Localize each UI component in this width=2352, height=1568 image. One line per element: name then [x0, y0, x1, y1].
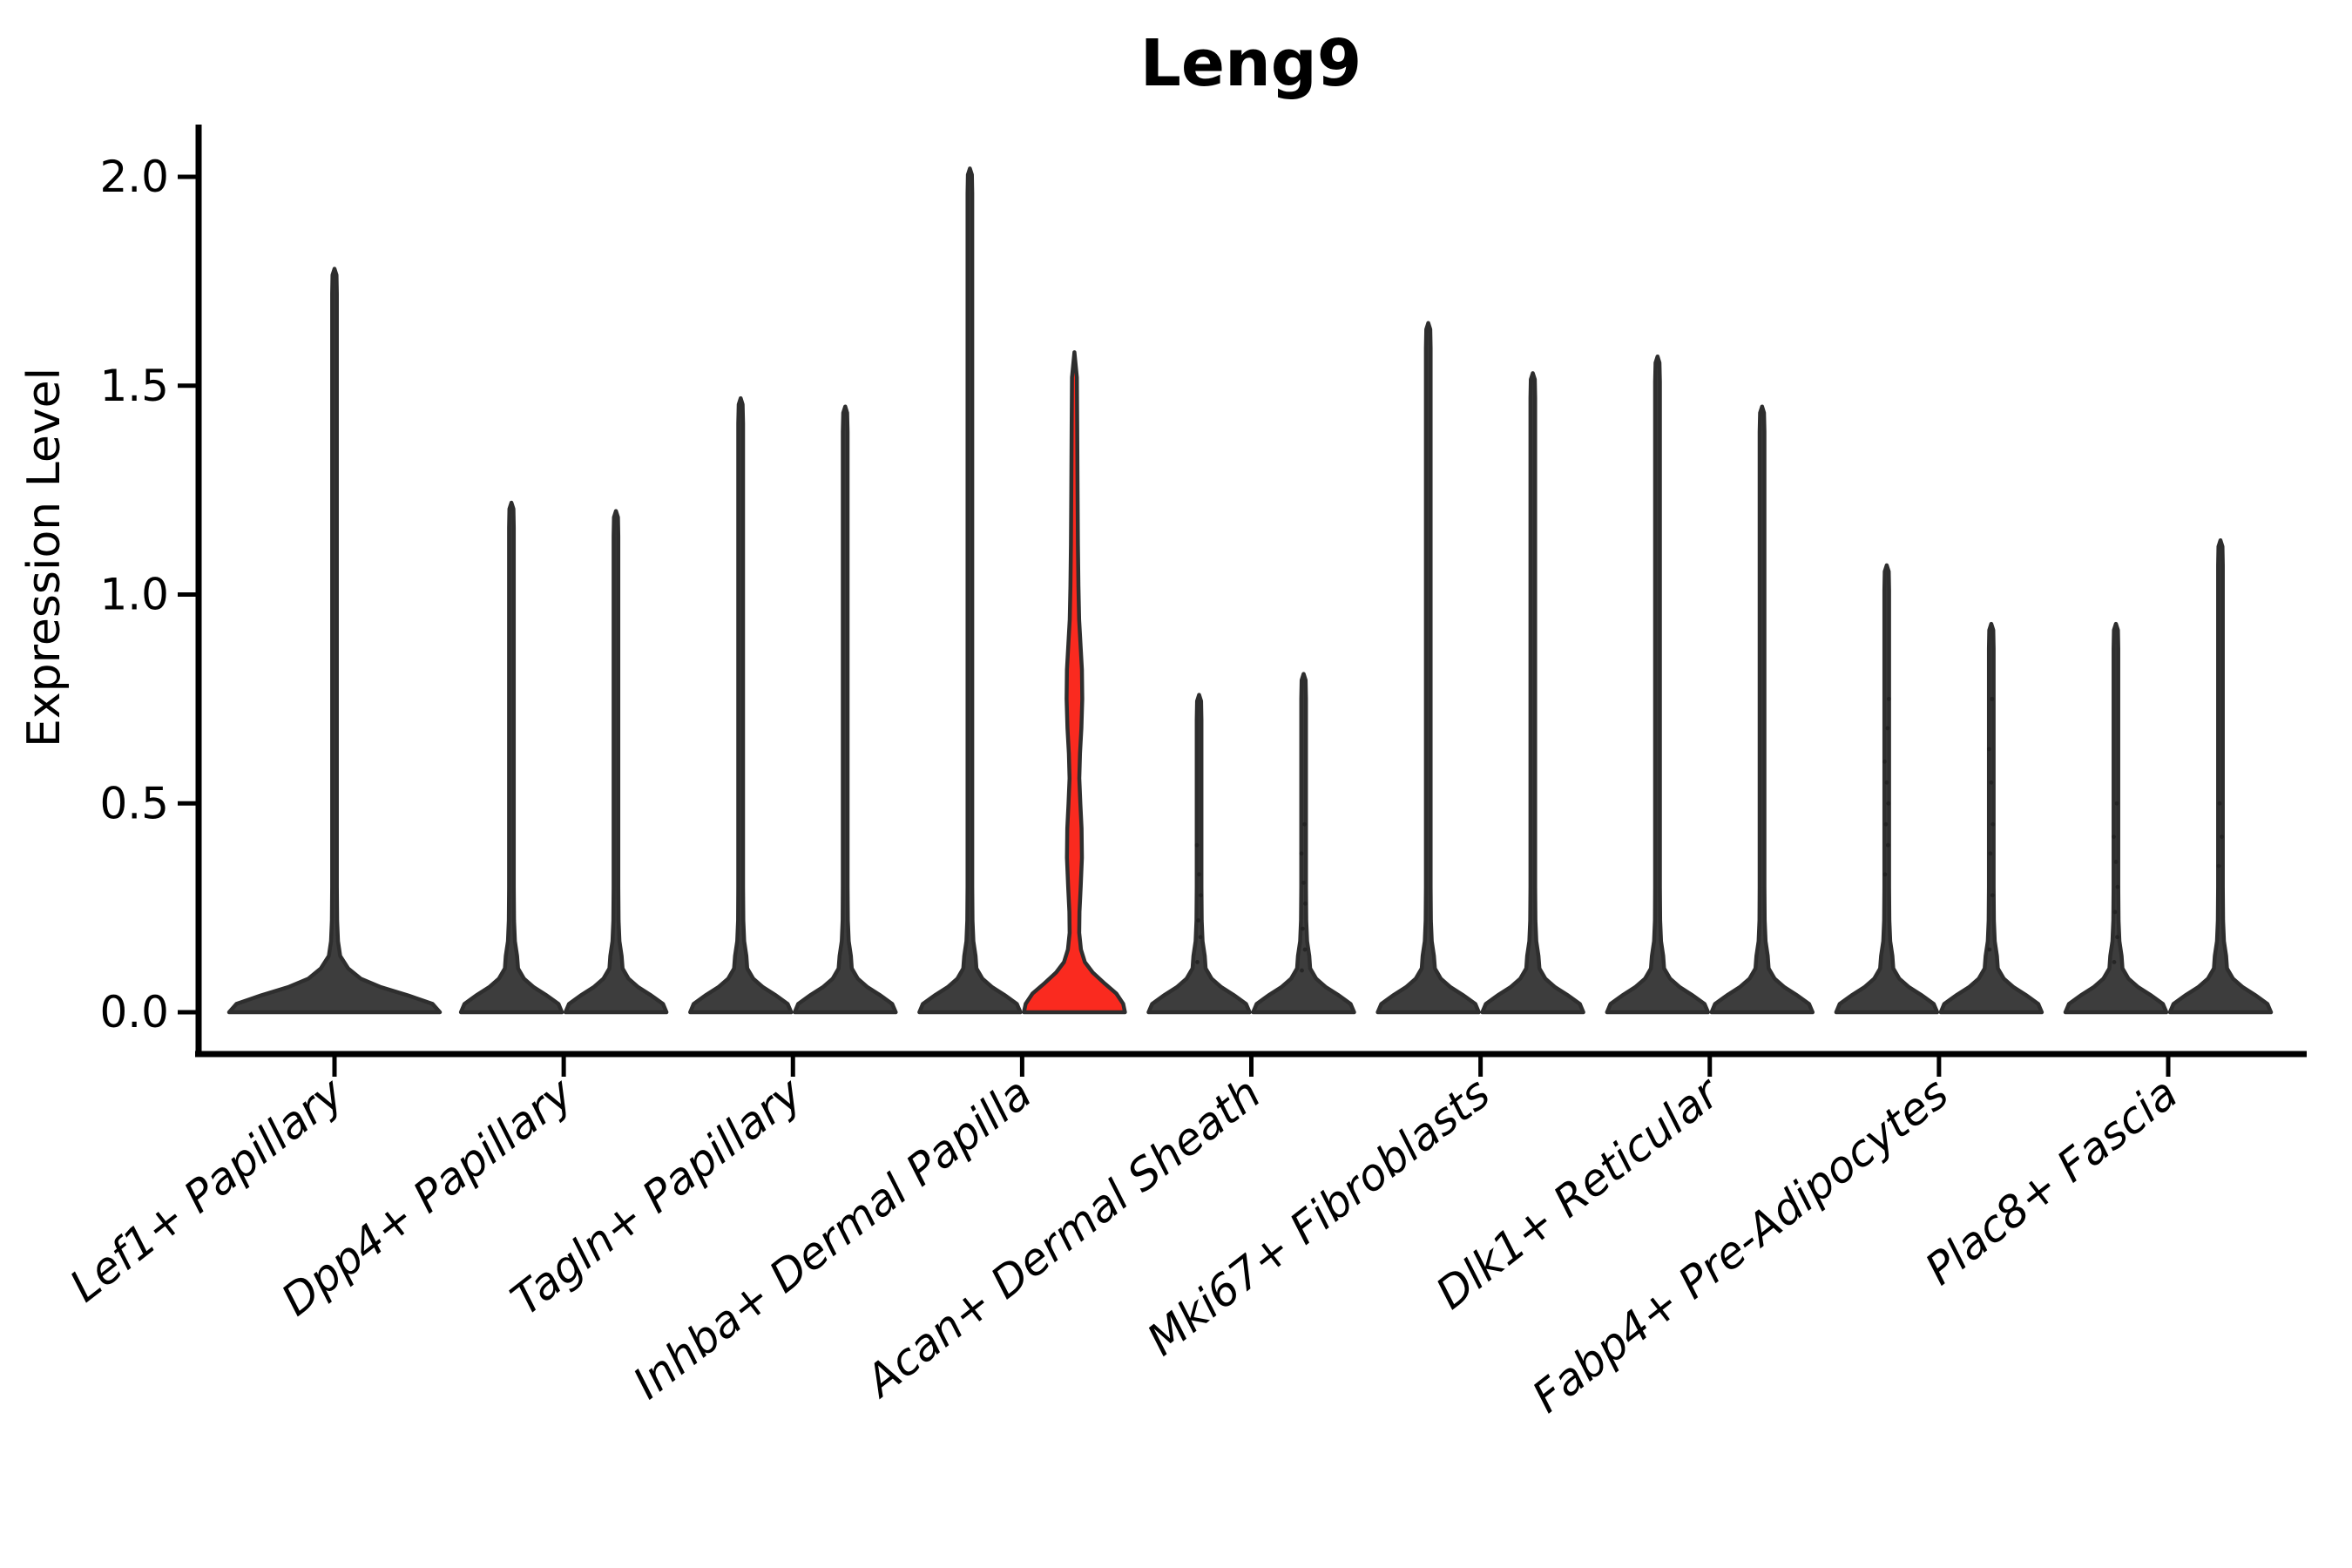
jitter-dot: [1302, 947, 1308, 952]
y-tick-label: 2.0: [99, 152, 169, 202]
jitter-dot: [1884, 780, 1889, 785]
violin: [793, 404, 898, 1015]
violin: [1938, 621, 2044, 1015]
jitter-dot: [1195, 960, 1200, 964]
violin: [917, 166, 1023, 1015]
x-tick-label: Fabp4+ Pre-Adipocytes: [1523, 1068, 1957, 1423]
jitter-dot: [1886, 696, 1891, 701]
jitter-dot: [2113, 859, 2119, 864]
jitter-dot: [1302, 821, 1307, 827]
violin: [2167, 537, 2274, 1015]
violin: [1480, 371, 1585, 1015]
jitter-dot: [1882, 759, 1887, 764]
jitter-dot: [2114, 801, 2119, 806]
jitter-dot: [1198, 935, 1203, 940]
y-tick-label: 0.5: [99, 778, 169, 828]
jitter-dot: [2220, 835, 2224, 840]
jitter-dot: [1990, 893, 1995, 898]
jitter-dot: [2115, 935, 2119, 940]
violin: [226, 267, 443, 1015]
jitter-dot: [1299, 851, 1304, 856]
jitter-dot: [1197, 872, 1201, 877]
jitter-dot: [1883, 821, 1889, 827]
y-axis-label: Expression Level: [18, 368, 71, 747]
jitter-dot: [2217, 801, 2222, 806]
jitter-dot: [1990, 696, 1995, 701]
jitter-dot: [1301, 926, 1305, 931]
x-tick-label: Plac8+ Fascia: [1916, 1068, 2186, 1295]
jitter-dot: [1301, 880, 1306, 885]
jitter-dot: [2112, 960, 2117, 964]
jitter-dot: [1987, 947, 1992, 952]
jitter-dot: [1882, 872, 1888, 877]
jitter-dot: [1988, 851, 1993, 856]
jitter-dot: [1199, 893, 1203, 898]
jitter-dot: [2115, 884, 2120, 889]
jitter-dot: [1194, 842, 1200, 848]
jitter-dot: [1300, 968, 1304, 973]
violin: [2063, 621, 2169, 1015]
violin: [1251, 672, 1356, 1015]
jitter-dot: [1303, 901, 1308, 906]
jitter-dot: [2112, 835, 2116, 840]
violin: [458, 500, 564, 1015]
jitter-dot: [1886, 801, 1891, 806]
jitter-dot: [1986, 747, 1991, 752]
jitter-dot: [1990, 821, 1996, 827]
jitter-dot: [1989, 780, 1994, 785]
jitter-dot: [2112, 909, 2118, 915]
chart-title: Leng9: [1140, 26, 1362, 101]
violin: [1146, 693, 1252, 1015]
violin: [563, 509, 669, 1015]
x-tick-label: Acan+ Dermal Sheath: [855, 1068, 1270, 1408]
y-tick-label: 1.0: [99, 570, 169, 620]
violin: [1605, 354, 1711, 1015]
jitter-dot: [1885, 726, 1890, 731]
jitter-dot: [2216, 863, 2221, 868]
violin: [1375, 321, 1481, 1015]
violin: [1834, 563, 1940, 1015]
y-tick-label: 0.0: [99, 987, 169, 1037]
violin-highlighted: [1022, 350, 1127, 1015]
violin: [1709, 404, 1815, 1015]
violin: [688, 395, 794, 1015]
x-tick-label: Inhba+ Dermal Papilla: [624, 1068, 1041, 1409]
y-tick-label: 1.5: [99, 361, 169, 411]
jitter-dot: [1196, 918, 1200, 923]
jitter-dot: [1885, 842, 1890, 848]
